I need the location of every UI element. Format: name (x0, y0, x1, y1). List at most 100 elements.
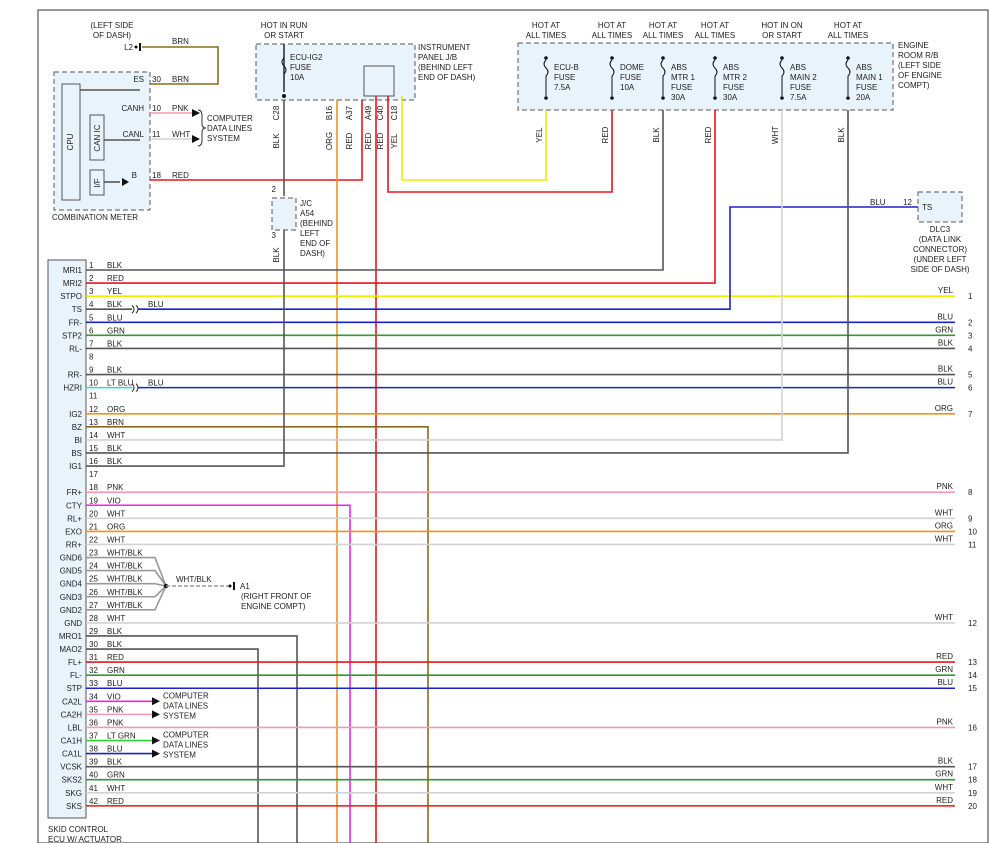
label: BLU (107, 679, 123, 688)
label: WHT (107, 614, 125, 623)
label: BLK (107, 261, 123, 270)
label: RR- (68, 371, 83, 380)
label: 7 (968, 410, 973, 419)
label: DATA LINES (207, 124, 252, 133)
label: MTR 1 (671, 73, 696, 82)
label: FUSE (723, 83, 744, 92)
label: BLK (107, 366, 123, 375)
label: RED (704, 126, 713, 143)
label: 8 (968, 488, 973, 497)
fuse (712, 59, 718, 96)
fuse-node (780, 96, 784, 100)
label: OR START (264, 31, 304, 40)
label: WHT/BLK (107, 588, 143, 597)
wire (86, 569, 167, 587)
label: 24 (89, 562, 98, 571)
label: 30 (152, 75, 161, 84)
label: 3 (968, 331, 973, 340)
label: PNK (107, 705, 124, 714)
label: 6 (968, 384, 973, 393)
label: PNK (107, 483, 124, 492)
label: 2 (272, 185, 277, 194)
fuse (609, 59, 615, 96)
label: BS (71, 449, 82, 458)
label: 40 (89, 771, 98, 780)
fuse-node (780, 56, 784, 60)
label: BLK (107, 457, 123, 466)
label: (BEHIND (300, 219, 333, 228)
label: WHT/BLK (107, 575, 143, 584)
fuse (281, 57, 287, 75)
label: FUSE (856, 83, 877, 92)
wire (86, 110, 716, 284)
label: BLU (937, 378, 953, 387)
label: RED (364, 132, 373, 149)
label: BLU (107, 745, 123, 754)
label: HOT AT (834, 21, 862, 30)
label: I/F (93, 178, 102, 187)
label: RED (376, 132, 385, 149)
label: BRN (172, 75, 189, 84)
label: ALL TIMES (643, 31, 683, 40)
label: ALL TIMES (592, 31, 632, 40)
label: 16 (89, 457, 98, 466)
label: HZRI (63, 384, 82, 393)
label: 11 (152, 130, 161, 139)
jc-box (271, 197, 297, 231)
label: HOT AT (649, 21, 677, 30)
label: CPU (66, 133, 75, 150)
wire (86, 556, 167, 587)
fuse-node (610, 96, 614, 100)
label: BLU (148, 379, 164, 388)
label: BLK (107, 339, 123, 348)
label: 16 (968, 723, 977, 732)
label: BLK (107, 444, 123, 453)
fuse (660, 59, 666, 96)
label: BRN (172, 37, 189, 46)
label: 15 (968, 684, 977, 693)
label: WHT (771, 126, 780, 144)
label: WHT (107, 784, 125, 793)
label: MTR 2 (723, 73, 748, 82)
label: BLK (938, 757, 954, 766)
label: COMPUTER (163, 731, 209, 740)
label: 35 (89, 705, 98, 714)
label: 11 (89, 392, 98, 401)
wire (138, 206, 918, 311)
label: 42 (89, 797, 98, 806)
label: 30A (671, 93, 686, 102)
label: 31 (89, 653, 98, 662)
label: COMPUTER (207, 114, 253, 123)
label: 26 (89, 588, 98, 597)
label: 2 (89, 274, 94, 283)
label: FUSE (790, 83, 811, 92)
label: ORG (935, 521, 953, 530)
label: DLC3 (930, 225, 951, 234)
label: WHT (935, 783, 953, 792)
label: RED (107, 653, 124, 662)
label: SIDE OF DASH) (910, 265, 969, 274)
wire (86, 648, 259, 843)
label: MAIN 1 (856, 73, 883, 82)
label: FUSE (671, 83, 692, 92)
label: 12 (89, 405, 98, 414)
label: ECU-IG2 (290, 53, 323, 62)
label: 14 (89, 431, 98, 440)
label: WHT (935, 613, 953, 622)
label: DATA LINES (163, 701, 208, 710)
label: SYSTEM (163, 711, 196, 720)
label: YEL (535, 127, 544, 143)
label: GRN (935, 770, 953, 779)
wire (86, 585, 167, 598)
label: WHT/BLK (176, 575, 212, 584)
label: CAN IC (93, 124, 102, 151)
label: 18 (152, 171, 161, 180)
label: ALL TIMES (526, 31, 566, 40)
label: 20 (89, 509, 98, 518)
label: SYSTEM (163, 751, 196, 760)
label: J/C (300, 199, 312, 208)
label: LBL (68, 723, 83, 732)
label: BRN (107, 418, 124, 427)
label: FUSE (554, 73, 575, 82)
fuse-node (661, 56, 665, 60)
